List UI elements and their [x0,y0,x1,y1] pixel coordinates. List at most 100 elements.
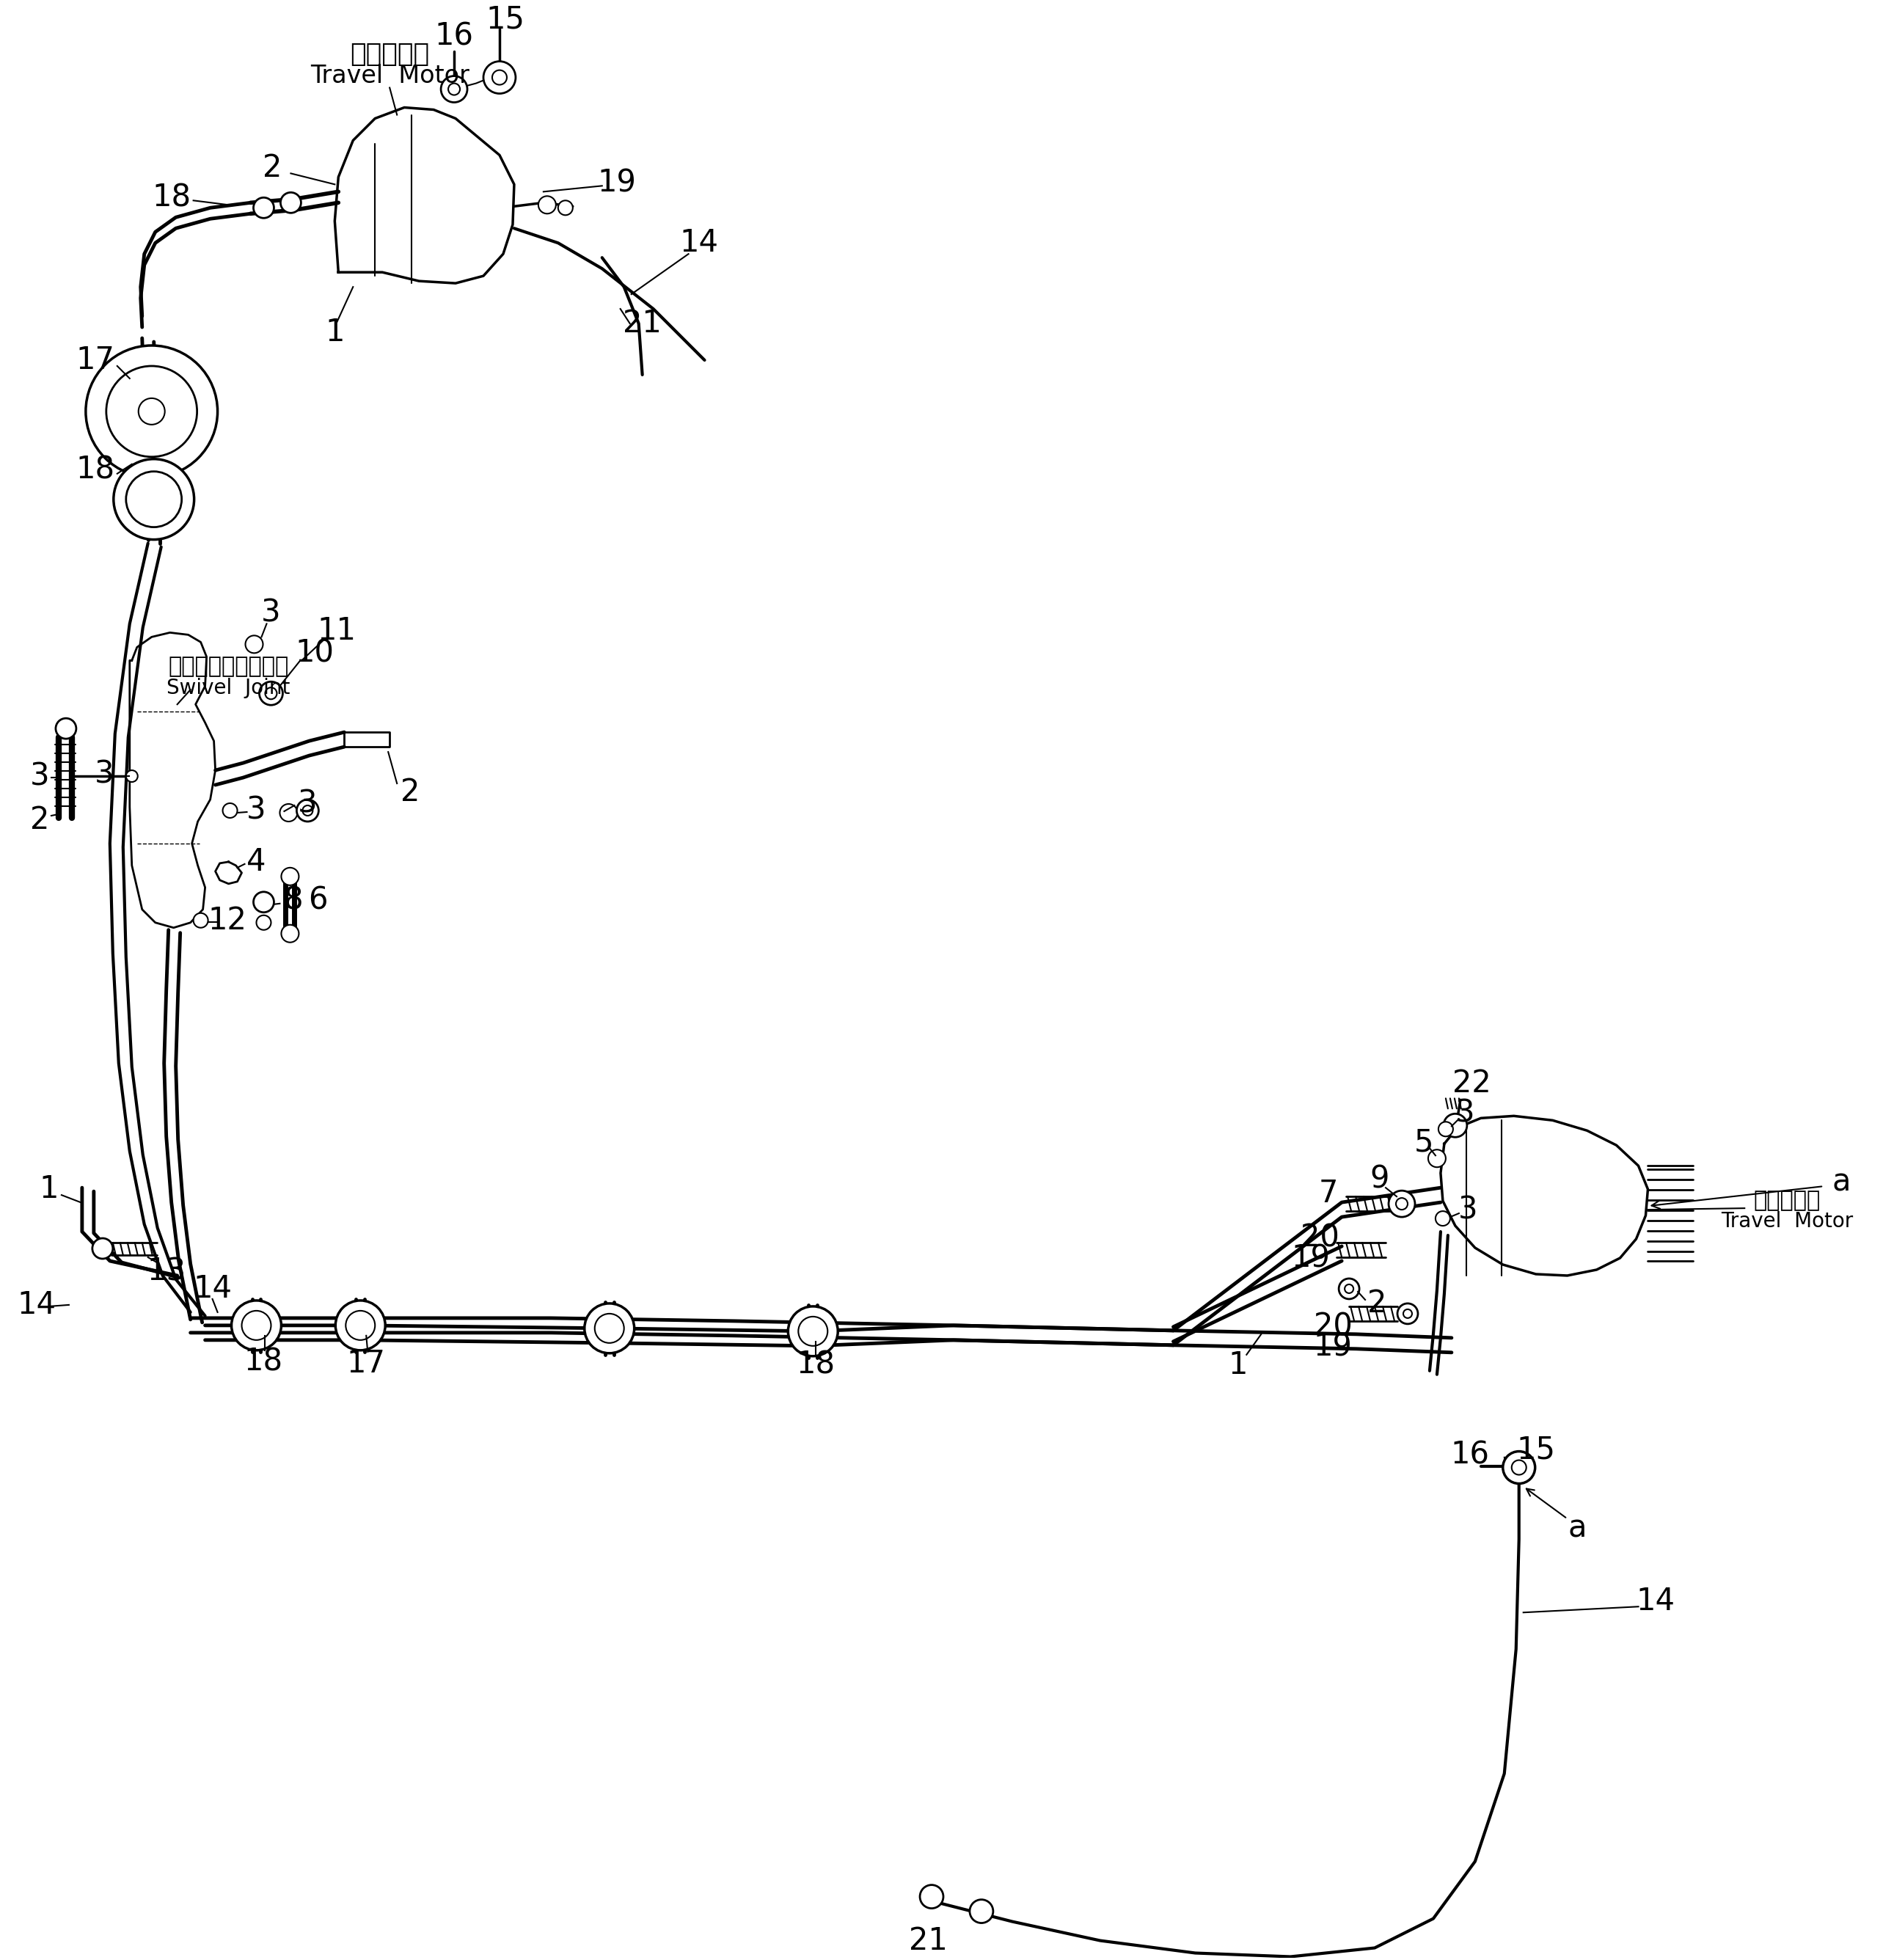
Circle shape [126,770,137,782]
Circle shape [139,398,166,425]
Text: 13: 13 [147,1256,186,1288]
Circle shape [1503,1450,1535,1484]
Circle shape [595,1313,623,1343]
Circle shape [222,804,237,817]
Circle shape [281,925,299,943]
Circle shape [584,1303,635,1352]
Circle shape [113,459,194,539]
Text: 3: 3 [1456,1098,1474,1129]
Text: 22: 22 [1454,1068,1491,1100]
Text: 6: 6 [309,886,328,915]
Circle shape [245,635,264,653]
Text: 3: 3 [94,759,113,790]
Circle shape [266,688,277,700]
Text: 3: 3 [262,598,281,629]
Text: 8: 8 [282,886,303,915]
Text: 20: 20 [1301,1223,1339,1252]
Text: 5: 5 [1414,1127,1433,1158]
Text: 2: 2 [30,806,49,835]
Circle shape [1427,1151,1446,1168]
Text: 7: 7 [1318,1178,1339,1209]
Circle shape [1344,1284,1354,1294]
Circle shape [1395,1198,1408,1209]
Text: Travel  Motor: Travel Motor [311,65,469,88]
Text: 18: 18 [797,1350,836,1380]
Text: 3: 3 [298,788,318,819]
Text: 2: 2 [264,153,282,184]
Text: 3: 3 [247,796,266,825]
Polygon shape [215,862,241,884]
Text: 16: 16 [1450,1439,1489,1470]
Text: 10: 10 [296,637,335,668]
Text: 4: 4 [247,847,266,878]
Text: 2: 2 [1367,1288,1386,1319]
Text: a: a [1569,1513,1587,1544]
Circle shape [789,1307,838,1356]
Circle shape [303,806,313,815]
Circle shape [281,868,299,886]
Circle shape [441,76,467,102]
Text: 14: 14 [1636,1586,1674,1617]
Text: 19: 19 [1292,1243,1331,1274]
Text: 2: 2 [401,776,420,808]
Text: 14: 14 [680,227,717,259]
Circle shape [298,800,318,821]
Circle shape [1388,1190,1414,1217]
Circle shape [798,1317,829,1347]
Circle shape [260,682,282,706]
Polygon shape [1440,1115,1648,1276]
Circle shape [921,1886,943,1909]
Text: Travel  Motor: Travel Motor [1721,1211,1853,1231]
Circle shape [56,717,75,739]
Text: 11: 11 [318,615,356,647]
Text: 19: 19 [597,167,636,198]
Text: 3: 3 [30,760,49,792]
Text: 19: 19 [1314,1333,1352,1362]
Text: 1: 1 [1228,1350,1247,1380]
Text: 15: 15 [1516,1435,1555,1466]
Text: 18: 18 [153,182,190,214]
Text: 走行モータ: 走行モータ [1753,1190,1821,1211]
Circle shape [92,1239,113,1258]
Circle shape [281,192,301,214]
Text: 12: 12 [207,906,247,935]
Circle shape [484,61,516,94]
Circle shape [1444,1113,1467,1137]
Text: Swivel  Joint: Swivel Joint [168,678,290,698]
Text: 20: 20 [1314,1311,1352,1343]
Text: 16: 16 [435,22,473,51]
Circle shape [1397,1303,1418,1323]
Circle shape [557,200,572,216]
Circle shape [126,472,181,527]
Text: 15: 15 [486,4,525,35]
Circle shape [1403,1309,1412,1317]
Text: 21: 21 [623,308,661,339]
Circle shape [254,198,273,218]
Text: 17: 17 [346,1348,386,1380]
Circle shape [87,345,218,478]
Circle shape [335,1301,386,1350]
Circle shape [539,196,555,214]
Text: 18: 18 [245,1347,282,1378]
Circle shape [241,1311,271,1341]
Circle shape [1512,1460,1527,1474]
Text: 21: 21 [909,1925,947,1956]
Circle shape [491,71,507,84]
Circle shape [194,913,207,927]
Text: 1: 1 [40,1174,58,1205]
Text: 17: 17 [75,345,115,376]
Circle shape [232,1301,281,1350]
Circle shape [1439,1121,1454,1137]
Text: 3: 3 [1457,1194,1478,1225]
Text: 18: 18 [75,455,115,486]
Text: 9: 9 [1371,1164,1390,1194]
Circle shape [105,367,198,457]
Circle shape [281,804,298,821]
Circle shape [970,1899,992,1923]
Circle shape [1435,1211,1450,1225]
Circle shape [346,1311,375,1341]
Text: 14: 14 [17,1290,56,1321]
Text: 走行モータ: 走行モータ [350,41,429,67]
Text: 1: 1 [326,318,345,347]
Text: a: a [1832,1166,1851,1198]
